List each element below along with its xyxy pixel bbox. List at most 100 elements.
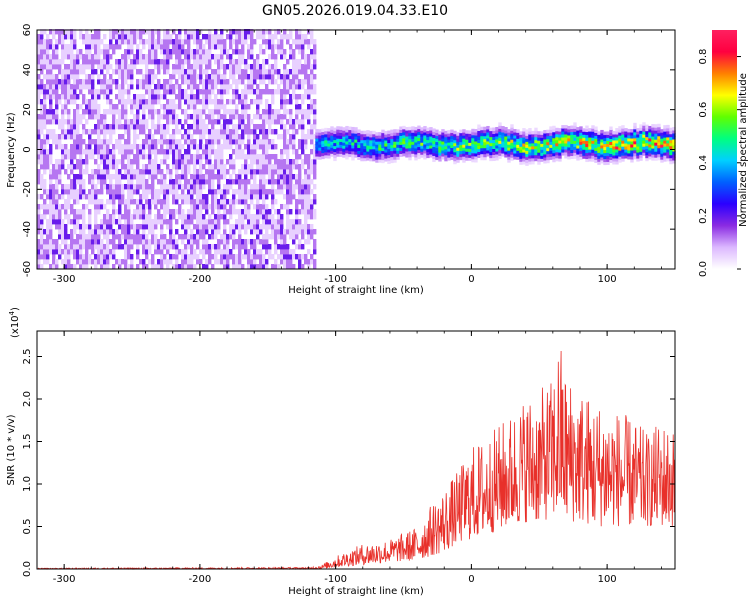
heatmap-cell [220, 124, 224, 130]
heatmap-cell [64, 144, 68, 150]
heatmap-cell [217, 109, 221, 115]
heatmap-cell [471, 128, 475, 133]
heatmap-cell [97, 109, 101, 115]
heatmap-cell [552, 128, 556, 133]
heatmap-cell [187, 139, 191, 145]
heatmap-cell [91, 154, 95, 160]
heatmap-cell [118, 89, 122, 95]
heatmap-cell [205, 199, 209, 205]
heatmap-cell [178, 154, 182, 160]
heatmap-cell [666, 151, 670, 156]
heatmap-cell [232, 229, 236, 235]
heatmap-cell [160, 189, 164, 195]
heatmap-cell [169, 119, 173, 125]
heatmap-cell [552, 158, 556, 163]
heatmap-cell [283, 239, 287, 245]
heatmap-cell [256, 254, 260, 260]
heatmap-cell [94, 139, 98, 145]
heatmap-cell [657, 156, 661, 161]
heatmap-cell [109, 249, 113, 255]
heatmap-cell [229, 224, 233, 230]
heatmap-cell [64, 209, 68, 215]
heatmap-cell [97, 89, 101, 95]
heatmap-cell [127, 229, 131, 235]
heatmap-cell [232, 164, 236, 170]
heatmap-cell [342, 139, 346, 143]
heatmap-cell [145, 59, 149, 65]
heatmap-cell [417, 140, 421, 145]
heatmap-cell [226, 209, 230, 215]
heatmap-cell [298, 209, 302, 215]
heatmap-cell [208, 109, 212, 115]
heatmap-cell [597, 140, 601, 144]
heatmap-cell [546, 144, 550, 149]
heatmap-cell [660, 150, 664, 154]
heatmap-cell [130, 194, 134, 200]
heatmap-cell [277, 184, 281, 190]
heatmap-cell [292, 239, 296, 245]
heatmap-cell [555, 154, 559, 159]
heatmap-cell [160, 249, 164, 255]
heatmap-cell [154, 224, 158, 230]
heatmap-cell [61, 29, 65, 35]
heatmap-cell [612, 137, 616, 141]
heatmap-cell [262, 184, 266, 190]
heatmap-cell [232, 69, 236, 75]
heatmap-cell [250, 54, 254, 60]
heatmap-cell [88, 74, 92, 80]
heatmap-cell [280, 119, 284, 125]
heatmap-cell [205, 259, 209, 265]
heatmap-cell [106, 89, 110, 95]
heatmap-cell [414, 141, 418, 146]
heatmap-cell [154, 169, 158, 175]
heatmap-cell [238, 54, 242, 60]
heatmap-cell [136, 49, 140, 55]
heatmap-cell [220, 214, 224, 220]
heatmap-cell [43, 259, 47, 265]
heatmap-cell [396, 156, 400, 160]
heatmap-cell [214, 84, 218, 90]
heatmap-cell [220, 249, 224, 255]
heatmap-cell [166, 124, 170, 130]
heatmap-cell [375, 144, 379, 148]
heatmap-cell [205, 219, 209, 225]
heatmap-cell [211, 114, 215, 120]
heatmap-cell [163, 69, 167, 75]
heatmap-cell [118, 124, 122, 130]
heatmap-cell [585, 125, 589, 130]
heatmap-cell [148, 219, 152, 225]
heatmap-cell [58, 99, 62, 105]
heatmap-cell [91, 74, 95, 80]
heatmap-cell [283, 64, 287, 70]
heatmap-cell [321, 137, 325, 142]
heatmap-cell [94, 264, 98, 270]
heatmap-cell [103, 59, 107, 65]
heatmap-cell [369, 136, 373, 141]
heatmap-cell [178, 164, 182, 170]
heatmap-cell [190, 234, 194, 240]
heatmap-cell [151, 29, 155, 35]
spectrogram-y-tick-label: 20 [22, 103, 33, 116]
heatmap-cell [130, 174, 134, 180]
heatmap-cell [289, 194, 293, 200]
heatmap-cell [474, 152, 478, 157]
heatmap-cell [124, 184, 128, 190]
heatmap-cell [217, 244, 221, 250]
heatmap-cell [304, 39, 308, 45]
heatmap-cell [70, 209, 74, 215]
heatmap-cell [61, 104, 65, 110]
heatmap-cell [151, 219, 155, 225]
heatmap-cell [97, 49, 101, 55]
heatmap-cell [408, 153, 412, 158]
heatmap-cell [241, 129, 245, 135]
heatmap-cell [199, 229, 203, 235]
heatmap-cell [348, 144, 352, 149]
heatmap-cell [672, 136, 676, 140]
heatmap-cell [378, 147, 382, 151]
heatmap-cell [208, 64, 212, 70]
heatmap-cell [100, 169, 104, 175]
heatmap-cell [76, 64, 80, 70]
heatmap-cell [561, 131, 565, 135]
heatmap-cell [345, 146, 349, 151]
heatmap-cell [217, 224, 221, 230]
